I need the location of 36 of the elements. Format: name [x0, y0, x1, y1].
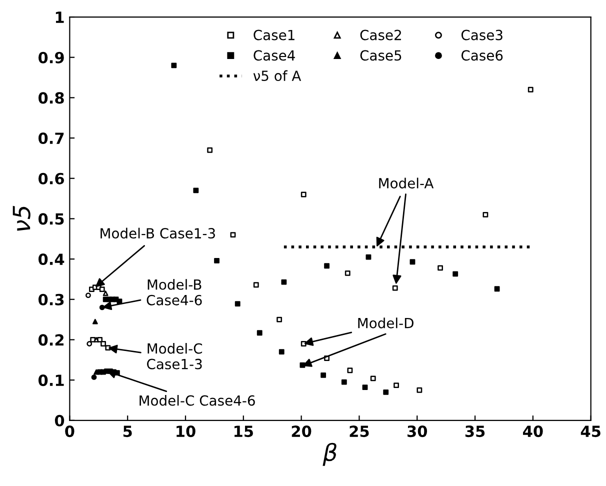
y-tick-label: 0.2 [38, 334, 64, 346]
y-tick-label: 0.8 [38, 92, 64, 104]
annotation: Model-C Case4-6 [140, 395, 255, 406]
y-tick-label: 1 [56, 12, 64, 23]
x-tick-label: 40 [523, 426, 543, 438]
annotation: Model-A [379, 178, 434, 188]
annotation: Model-B Case4-6 [146, 279, 202, 306]
annotation: Model-B Case1-3 [100, 228, 215, 239]
x-tick-label: 20 [292, 426, 312, 438]
x-tick-label: 25 [350, 426, 369, 438]
y-axis-title: ν5 [12, 206, 30, 231]
legend-label: ν5 of A [253, 70, 302, 82]
annotation: Model-D [358, 318, 414, 328]
y-tick-label: 0.9 [38, 52, 64, 64]
x-tick-label: 10 [176, 426, 196, 438]
x-axis-title: β [322, 442, 336, 466]
x-tick-label: 5 [123, 426, 132, 438]
y-tick-label: 0.3 [38, 294, 64, 306]
y-tick-label: 0.6 [38, 172, 64, 184]
x-tick-label: 35 [465, 426, 485, 438]
y-tick-label: 0.1 [38, 374, 64, 386]
annotation: Model-C Case1-3 [147, 343, 202, 370]
y-tick-label: 0.7 [38, 132, 64, 144]
legend-label: Case3 [461, 30, 502, 40]
legend-label: Case6 [461, 50, 503, 61]
x-tick-label: 30 [408, 426, 428, 438]
x-tick-label: 45 [580, 426, 600, 438]
legend-label: Case2 [360, 30, 401, 40]
x-tick-label: 0 [65, 426, 74, 438]
y-tick-label: 0 [54, 414, 64, 426]
y-tick-label: 0.4 [38, 254, 64, 266]
legend-label: Case5 [360, 50, 402, 61]
legend-label: Case4 [254, 50, 295, 61]
y-tick-label: 0.5 [38, 213, 64, 225]
x-tick-label: 15 [234, 426, 253, 438]
legend-label: Case1 [254, 30, 294, 40]
